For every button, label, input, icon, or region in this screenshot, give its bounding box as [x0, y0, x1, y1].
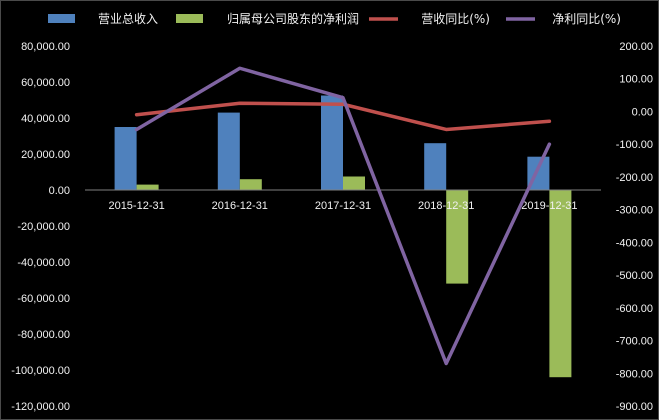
left-tick-label: -80,000.00 — [17, 329, 70, 341]
left-tick-label: 40,000.00 — [21, 113, 70, 125]
left-tick-label: -20,000.00 — [17, 221, 70, 233]
right-tick-label: 0.00 — [632, 106, 653, 118]
right-tick-label: -900.00 — [616, 401, 653, 413]
bars-layer — [114, 95, 572, 378]
bar — [136, 184, 159, 190]
legend-swatch — [176, 14, 203, 23]
bar — [549, 190, 572, 378]
legend-label: 归属母公司股东的净利润 — [227, 11, 359, 26]
legend-swatch — [48, 14, 75, 23]
left-tick-label: -40,000.00 — [17, 257, 70, 269]
left-tick-label: -120,000.00 — [11, 401, 70, 413]
x-tick-label: 2018-12-31 — [418, 200, 474, 212]
left-tick-label: 20,000.00 — [21, 149, 70, 161]
legend-label: 营收同比(%) — [421, 12, 490, 26]
right-tick-label: -800.00 — [616, 368, 653, 380]
bar — [239, 179, 262, 190]
x-tick-label: 2015-12-31 — [108, 200, 164, 212]
x-tick-label: 2016-12-31 — [212, 200, 268, 212]
right-tick-label: 100.00 — [619, 74, 653, 86]
bar — [321, 95, 343, 190]
legend: 营业总收入 归属母公司股东的净利润 营收同比(%) 净利同比(%) — [48, 11, 621, 26]
right-tick-label: -100.00 — [616, 139, 653, 151]
left-tick-label: -60,000.00 — [17, 293, 70, 305]
right-tick-label: -500.00 — [616, 270, 653, 282]
right-tick-label: -400.00 — [616, 237, 653, 249]
bar — [446, 190, 469, 284]
legend-label: 营业总收入 — [98, 12, 158, 26]
right-tick-label: -700.00 — [616, 336, 653, 348]
right-axis: 200.00 100.00 0.00 -100.00 -200.00 -300.00 -40… — [616, 41, 653, 413]
bar — [343, 176, 365, 190]
left-tick-label: 80,000.00 — [21, 41, 70, 53]
legend-label: 净利同比(%) — [552, 12, 621, 26]
left-tick-label: -100,000.00 — [11, 365, 70, 377]
left-axis: 80,000.00 60,000.00 40,000.00 20,000.00 0.00… — [11, 41, 70, 413]
bar — [114, 127, 137, 190]
series-line — [134, 66, 552, 366]
x-tick-label: 2017-12-31 — [315, 200, 371, 212]
left-tick-label: 60,000.00 — [21, 77, 70, 89]
bar — [217, 112, 240, 190]
x-tick-label: 2019-12-31 — [521, 200, 577, 212]
x-axis-labels: 2015-12-31 2016-12-31 2017-12-31 2018-12-31… — [108, 200, 577, 212]
series-line — [134, 101, 552, 132]
left-tick-label: 0.00 — [49, 185, 70, 197]
right-tick-label: -300.00 — [616, 205, 653, 217]
bar — [424, 143, 447, 190]
right-tick-label: -200.00 — [616, 172, 653, 184]
right-tick-label: -600.00 — [616, 303, 653, 315]
right-tick-label: 200.00 — [619, 41, 653, 53]
lines-layer — [134, 66, 552, 366]
